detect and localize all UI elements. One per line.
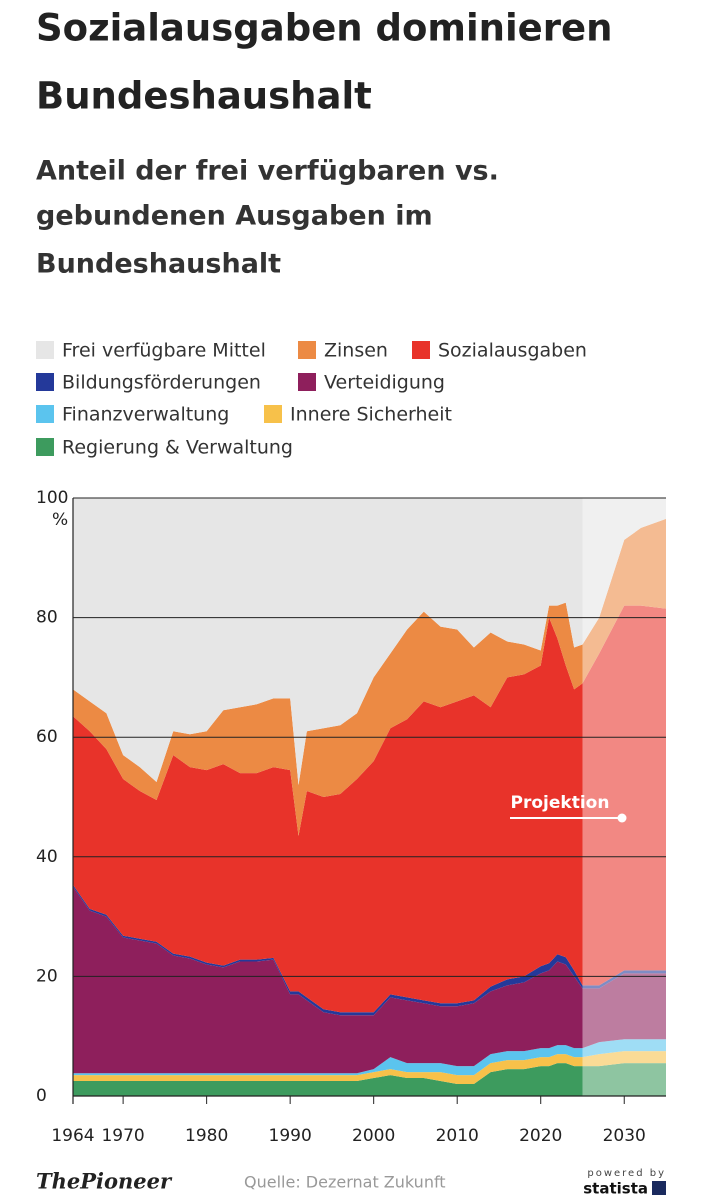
legend-label: Regierung & Verwaltung <box>62 437 293 459</box>
legend-swatch <box>412 341 430 359</box>
x-tick-label: 2000 <box>352 1126 395 1146</box>
subtitle: Anteil der frei verfügbaren vs. <box>36 156 499 187</box>
x-tick-label: 1970 <box>101 1126 144 1146</box>
legend-swatch <box>298 373 316 391</box>
y-tick-label: 0 <box>36 1086 47 1106</box>
y-tick-label: 100 <box>36 488 68 508</box>
legend-label: Finanzverwaltung <box>62 404 229 426</box>
y-tick-label: 60 <box>36 727 58 747</box>
legend-swatch <box>298 341 316 359</box>
legend-label: Sozialausgaben <box>438 340 587 362</box>
y-tick-label: 40 <box>36 847 58 867</box>
x-tick-label: 1990 <box>269 1126 312 1146</box>
area <box>73 498 666 786</box>
legend-swatch <box>36 341 54 359</box>
subtitle: gebundenen Ausgaben im <box>36 201 433 232</box>
area <box>73 605 666 1013</box>
subtitle: Bundeshaushalt <box>36 249 281 280</box>
y-unit: % <box>52 510 68 530</box>
annotation-dot <box>617 813 627 823</box>
source: Quelle: Dezernat Zukunft <box>244 1173 446 1192</box>
legend-swatch <box>36 405 54 423</box>
brand: ThePioneer <box>36 1169 173 1194</box>
powered-by: powered by <box>587 1168 666 1179</box>
chart-title: Sozialausgaben dominieren <box>36 7 612 50</box>
x-tick-label: 1964 <box>51 1126 94 1146</box>
statista-icon <box>652 1181 666 1195</box>
legend-label: Bildungsförderungen <box>62 372 261 394</box>
area <box>73 886 666 1074</box>
x-tick-label: 2020 <box>519 1126 562 1146</box>
statista: statista <box>583 1180 648 1198</box>
legend-swatch <box>264 405 282 423</box>
legend-label: Frei verfügbare Mittel <box>62 340 266 362</box>
legend-swatch <box>36 373 54 391</box>
legend-label: Innere Sicherheit <box>290 404 452 426</box>
x-tick-label: 2010 <box>436 1126 479 1146</box>
annotation: Projektion <box>511 793 610 813</box>
legend-label: Verteidigung <box>324 372 445 394</box>
y-tick-label: 20 <box>36 966 58 986</box>
chart-title: Bundeshaushalt <box>36 75 372 118</box>
area <box>73 518 666 836</box>
projection-shade <box>582 498 666 1096</box>
y-tick-label: 80 <box>36 608 58 628</box>
x-tick-label: 2030 <box>603 1126 646 1146</box>
area <box>73 1051 666 1085</box>
area <box>73 1063 666 1096</box>
area <box>73 1039 666 1076</box>
plot: Frei verfügbare Mittel Zinsen Sozialausgab… <box>36 340 666 1146</box>
legend-swatch <box>36 438 54 456</box>
legend-label: Zinsen <box>324 340 388 362</box>
x-tick-label: 1980 <box>185 1126 228 1146</box>
area <box>73 884 666 1016</box>
